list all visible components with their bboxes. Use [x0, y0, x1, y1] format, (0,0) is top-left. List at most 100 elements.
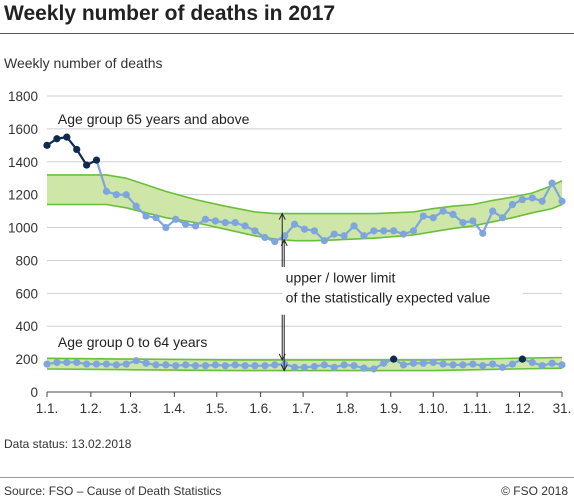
y-tick-label-800: 800 [15, 253, 38, 268]
annotations: Age group 65 years and above Age group 0… [58, 111, 523, 372]
series-1-point-17 [211, 361, 219, 369]
series-1-point-51 [548, 359, 556, 367]
series-1-point-31 [350, 362, 358, 370]
series-1-point-6 [102, 360, 111, 368]
series-0-point-42 [459, 219, 467, 227]
series-1-point-34 [380, 359, 388, 367]
series-0-segment-44 [481, 210, 494, 235]
y-tick-label-0: 0 [30, 385, 38, 400]
data-status: Data status: 13.02.2018 [4, 437, 132, 451]
series-1-point-2 [63, 358, 71, 366]
series-0-point-33 [370, 227, 378, 235]
series-1-point-52 [558, 361, 566, 369]
series-0-point-20 [241, 222, 249, 230]
band-lower-limit-0 [47, 203, 563, 242]
series-0-point-29 [330, 230, 338, 238]
series-1-point-36 [399, 361, 408, 369]
series-1-point-26 [300, 363, 309, 371]
series-0-point-1 [53, 135, 61, 143]
series-0-point-45 [489, 207, 497, 215]
series-0-point-16 [201, 215, 210, 223]
series-1-point-37 [409, 359, 418, 367]
series-0-segment-5 [95, 159, 108, 193]
series-0-point-28 [320, 237, 328, 245]
annotation-limit-line2: of the statistically expected value [286, 289, 491, 305]
series-0-point-31 [350, 222, 358, 230]
x-tick-label-0: 1.1. [36, 401, 59, 416]
page-title: Weekly number of deaths in 2017 [4, 2, 336, 25]
series-1-point-47 [508, 360, 517, 368]
series-0-point-11 [152, 214, 160, 222]
series-0-point-0 [43, 141, 51, 149]
title-divider [0, 33, 574, 34]
series-1-point-28 [320, 361, 328, 369]
series-1-point-12 [162, 361, 170, 369]
series-0-point-37 [409, 227, 418, 235]
x-tick-label-9: 1.10. [418, 401, 448, 416]
series-1-point-44 [479, 362, 487, 370]
limit-arrows [278, 212, 288, 372]
series-1-point-38 [419, 359, 427, 367]
series-0-point-19 [231, 219, 239, 227]
series-0-point-27 [310, 227, 319, 235]
series-1-point-29 [330, 363, 338, 371]
series-0-point-18 [221, 219, 229, 227]
series-1-point-45 [489, 360, 497, 368]
series-1-point-5 [92, 360, 101, 368]
y-tick-label-1200: 1200 [8, 188, 38, 203]
series-0-point-43 [469, 217, 477, 225]
series-0-point-46 [498, 214, 507, 222]
series-1-point-41 [449, 361, 457, 369]
series-0-point-9 [132, 202, 140, 210]
series-1-point-48 [518, 355, 526, 363]
series-0-point-34 [380, 227, 388, 235]
band-fill-0 [47, 174, 562, 241]
y-tick-label-200: 200 [15, 352, 38, 367]
series-0-point-32 [360, 232, 368, 240]
arrow-upper-65-head [278, 212, 286, 220]
series-0-point-30 [340, 232, 348, 240]
source-note: Source: FSO – Cause of Death Statistics [4, 484, 222, 498]
series-1-point-43 [469, 360, 477, 368]
series-0-point-24 [281, 232, 289, 240]
series-0-point-21 [251, 227, 259, 235]
series-0-point-38 [419, 212, 427, 220]
series-0-point-10 [142, 212, 150, 220]
series-1-point-16 [201, 362, 210, 370]
y-tick-label-1400: 1400 [8, 155, 38, 170]
series-1-point-14 [182, 361, 190, 369]
x-tick-label-3: 1.4. [163, 401, 186, 416]
series-1-point-49 [528, 358, 536, 366]
arrow-lower-65-head [280, 238, 288, 247]
series-1-point-46 [498, 363, 507, 371]
series-1-point-23 [271, 361, 279, 369]
annotation-limit-line1: upper / lower limit [286, 270, 396, 286]
x-tick-label-11: 1.12. [504, 401, 534, 416]
x-tick-label-7: 1.8. [336, 401, 359, 416]
series-1-point-8 [122, 360, 130, 368]
series-1-point-9 [132, 357, 140, 365]
series-0-point-35 [390, 227, 398, 235]
series-1-point-15 [191, 362, 200, 370]
band-upper-limit-0 [47, 174, 563, 215]
series-1-point-22 [261, 362, 269, 370]
series-1-point-40 [439, 360, 447, 368]
series-0-point-25 [290, 220, 299, 228]
x-tick-label-8: 1.9. [379, 401, 402, 416]
series-0-point-40 [439, 207, 447, 215]
annotation-limit-background [282, 262, 523, 314]
series-0-point-41 [449, 210, 457, 218]
series-0-point-12 [162, 223, 170, 232]
series-0-point-4 [83, 161, 91, 169]
y-tick-label-1800: 1800 [8, 89, 38, 104]
series-0-point-49 [528, 194, 536, 202]
series-0-point-14 [182, 220, 190, 228]
series-0-point-8 [122, 191, 130, 199]
x-tick-label-10: 1.11. [463, 401, 492, 416]
series-0-point-36 [399, 230, 408, 238]
series-1-point-27 [310, 362, 319, 371]
series-0-point-39 [429, 214, 437, 222]
series-1-point-33 [370, 365, 378, 373]
series-0-point-23 [271, 237, 279, 246]
series-1-point-20 [241, 362, 249, 370]
